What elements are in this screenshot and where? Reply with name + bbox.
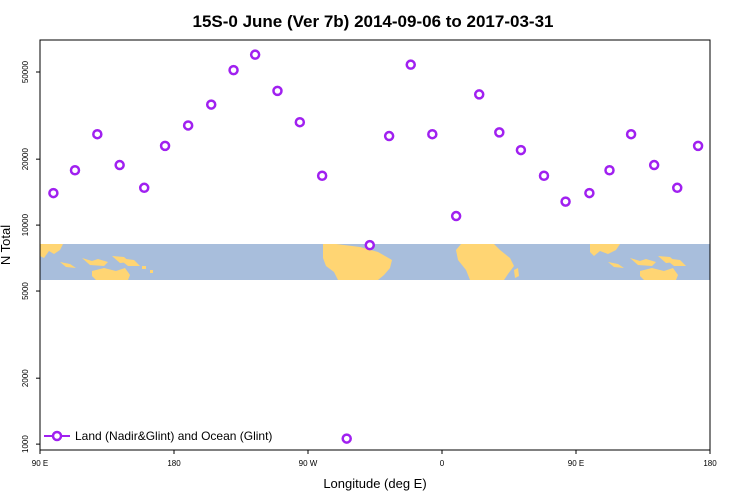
new-guinea-2	[664, 258, 686, 266]
data-point	[560, 196, 571, 207]
data-point	[249, 49, 261, 60]
y-axis: 1000 2000 5000 10000 20000 50000	[21, 60, 40, 453]
pacific-islands	[142, 266, 153, 273]
y-axis-label: N Total	[0, 225, 13, 265]
madagascar	[514, 268, 519, 278]
x-tick-label: 90 W	[299, 459, 318, 468]
data-point	[69, 164, 81, 176]
x-tick-label: 180	[703, 459, 717, 468]
data-point	[272, 85, 283, 97]
data-point	[159, 140, 171, 152]
data-points	[48, 49, 704, 444]
data-point	[473, 89, 485, 100]
data-point	[92, 128, 103, 140]
x-axis-label: Longitude (deg E)	[323, 476, 426, 491]
data-point	[648, 159, 660, 171]
data-point	[604, 164, 615, 176]
legend: Land (Nadir&Glint) and Ocean (Glint)	[44, 429, 272, 443]
y-tick-label: 50000	[21, 60, 30, 83]
data-point	[316, 170, 328, 181]
data-point	[671, 182, 683, 194]
x-tick-label: 90 E	[568, 459, 584, 468]
world-map-strip	[40, 244, 710, 280]
y-tick-label: 2000	[21, 369, 30, 387]
new-guinea	[118, 258, 140, 266]
x-tick-label: 180	[167, 459, 181, 468]
data-point	[341, 433, 352, 444]
data-point	[48, 187, 59, 199]
data-point	[692, 140, 704, 152]
y-tick-label: 20000	[21, 147, 30, 170]
x-axis: 90 E 180 90 W 0 90 E 180	[32, 450, 717, 468]
data-point	[228, 64, 239, 76]
legend-circle-marker	[51, 430, 63, 442]
data-point	[364, 239, 376, 251]
south-america	[323, 244, 392, 280]
asia-landmass-2	[590, 244, 620, 256]
data-point	[294, 116, 306, 128]
x-tick-label: 90 E	[32, 459, 48, 468]
australia-north	[92, 268, 130, 280]
indonesia-islands-2	[608, 256, 676, 268]
data-point	[427, 128, 438, 140]
data-point	[405, 59, 416, 70]
land-masses	[40, 244, 686, 280]
legend-label: Land (Nadir&Glint) and Ocean (Glint)	[75, 429, 272, 443]
data-point	[205, 99, 217, 110]
data-point	[538, 170, 550, 181]
data-point	[494, 127, 505, 138]
data-point	[515, 144, 527, 156]
data-point	[138, 182, 150, 194]
chart-title: 15S-0 June (Ver 7b) 2014-09-06 to 2017-0…	[193, 12, 554, 31]
australia-north-2	[640, 268, 678, 280]
x-tick-label: 0	[440, 459, 445, 468]
data-point	[584, 187, 595, 199]
africa	[456, 244, 514, 280]
data-point	[383, 130, 395, 142]
data-point	[625, 128, 637, 140]
y-tick-label: 1000	[21, 435, 30, 453]
y-tick-label: 10000	[21, 213, 30, 236]
data-point	[182, 120, 194, 131]
y-tick-label: 5000	[21, 282, 30, 300]
data-point	[450, 210, 462, 222]
data-point	[114, 159, 125, 171]
indonesia-islands	[60, 256, 130, 268]
asia-landmass	[40, 244, 63, 258]
plot-frame	[39, 39, 711, 451]
